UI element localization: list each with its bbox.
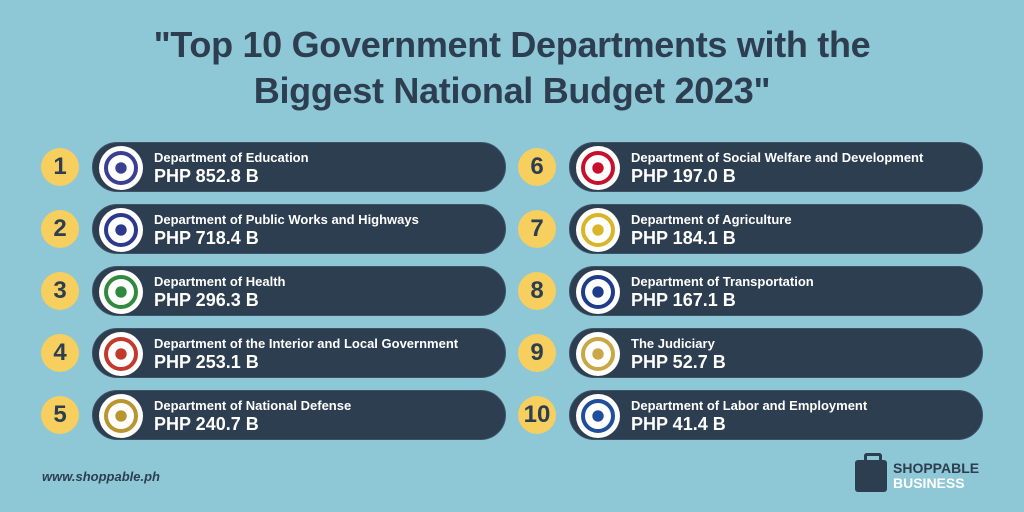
rank-badge: 3: [41, 272, 79, 310]
rank-badge: 6: [518, 148, 556, 186]
department-name: Department of Public Works and Highways: [154, 212, 419, 227]
title-line-1: "Top 10 Government Departments with the: [153, 24, 871, 65]
department-card: Department of Social Welfare and Develop…: [569, 142, 983, 192]
rank-badge: 7: [518, 210, 556, 248]
budget-value: PHP 253.1 B: [154, 352, 259, 372]
department-seal-icon: [576, 332, 620, 376]
department-seal-icon: [99, 394, 143, 438]
department-seal-icon: [99, 270, 143, 314]
rank-badge: 5: [41, 396, 79, 434]
title-line-2: Biggest National Budget 2023": [253, 70, 771, 111]
budget-value: PHP 184.1 B: [631, 228, 736, 248]
department-card: Department of Education PHP 852.8 B: [92, 142, 506, 192]
department-name: The Judiciary: [631, 336, 715, 351]
department-name: Department of the Interior and Local Gov…: [154, 336, 459, 351]
department-card: Department of the Interior and Local Gov…: [92, 328, 506, 378]
brand-line-1: SHOPPABLE: [893, 460, 980, 476]
department-card: Department of Transportation PHP 167.1 B: [569, 266, 983, 316]
department-card: Department of Agriculture PHP 184.1 B: [569, 204, 983, 254]
budget-value: PHP 718.4 B: [154, 228, 259, 248]
budget-value: PHP 167.1 B: [631, 290, 736, 310]
department-seal-icon: [576, 270, 620, 314]
rank-badge: 8: [518, 272, 556, 310]
rank-badge: 10: [518, 396, 556, 434]
budget-value: PHP 41.4 B: [631, 414, 726, 434]
website-url: www.shoppable.ph: [42, 469, 160, 484]
department-seal-icon: [99, 332, 143, 376]
department-card: The Judiciary PHP 52.7 B: [569, 328, 983, 378]
department-card: Department of Public Works and Highways …: [92, 204, 506, 254]
budget-value: PHP 197.0 B: [631, 166, 736, 186]
budget-value: PHP 852.8 B: [154, 166, 259, 186]
department-card: Department of Health PHP 296.3 B: [92, 266, 506, 316]
department-name: Department of Transportation: [631, 274, 814, 289]
department-name: Department of Education: [154, 150, 309, 165]
budget-value: PHP 240.7 B: [154, 414, 259, 434]
department-seal-icon: [576, 208, 620, 252]
department-seal-icon: [99, 208, 143, 252]
rank-badge: 1: [41, 148, 79, 186]
department-name: Department of Health: [154, 274, 286, 289]
rank-badge: 9: [518, 334, 556, 372]
rank-badge: 2: [41, 210, 79, 248]
department-seal-icon: [576, 146, 620, 190]
department-name: Department of Agriculture: [631, 212, 792, 227]
department-name: Department of Social Welfare and Develop…: [631, 150, 924, 165]
brand-line-2: BUSINESS: [893, 475, 965, 491]
department-name: Department of National Defense: [154, 398, 352, 413]
department-card: Department of Labor and Employment PHP 4…: [569, 390, 983, 440]
budget-value: PHP 296.3 B: [154, 290, 259, 310]
briefcase-icon: [855, 453, 887, 492]
budget-value: PHP 52.7 B: [631, 352, 726, 372]
brand-logo: SHOPPABLE BUSINESS: [855, 453, 980, 496]
rank-badge: 4: [41, 334, 79, 372]
department-seal-icon: [576, 394, 620, 438]
department-seal-icon: [99, 146, 143, 190]
department-name: Department of Labor and Employment: [631, 398, 868, 413]
department-card: Department of National Defense PHP 240.7…: [92, 390, 506, 440]
page-title: "Top 10 Government Departments with the …: [0, 22, 1024, 114]
